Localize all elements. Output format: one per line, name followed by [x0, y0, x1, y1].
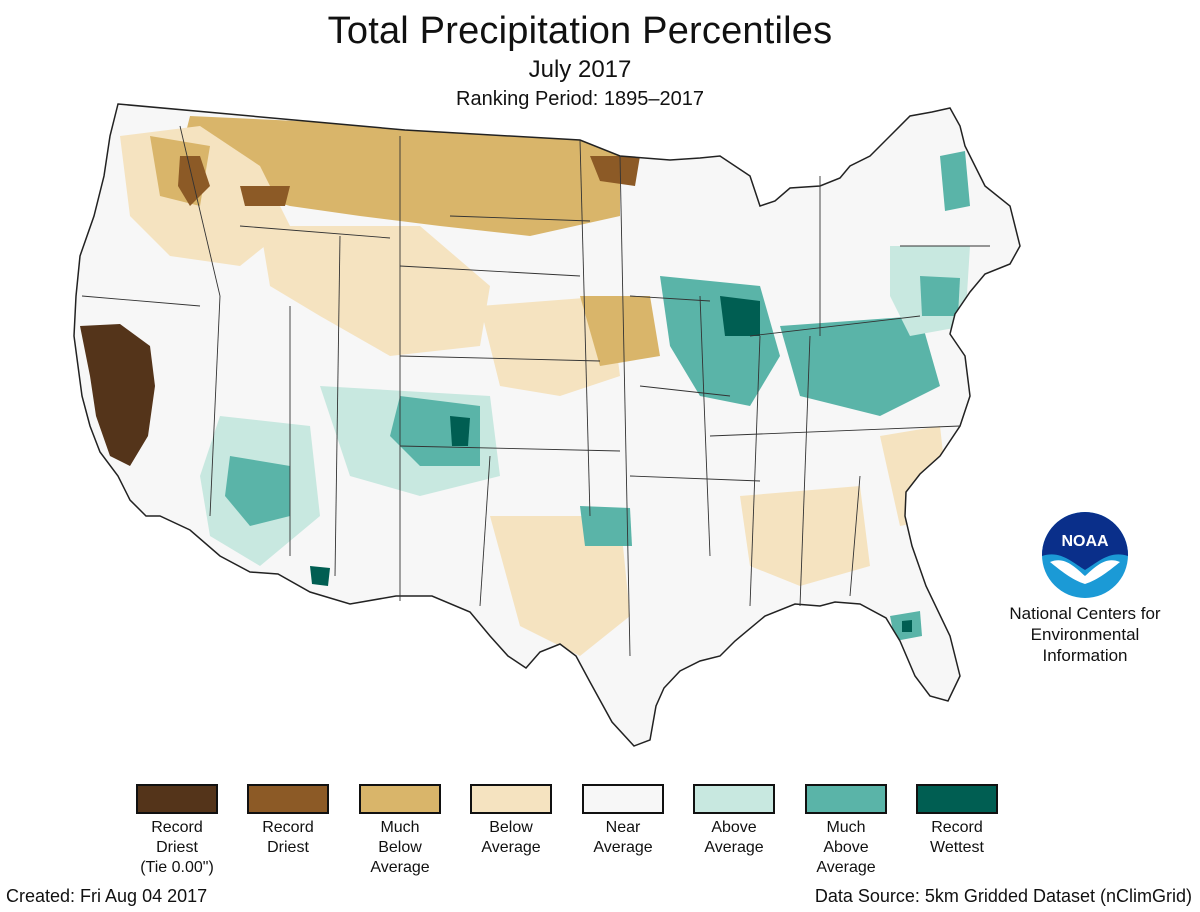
legend-swatch-much-above	[805, 784, 887, 814]
ranking-period: Ranking Period: 1895–2017	[456, 88, 704, 110]
ncei-org-name: National Centers for Environmental Infor…	[1009, 604, 1161, 665]
legend-label-much-below: Much Below Average	[370, 819, 430, 876]
created-date: Created: Fri Aug 04 2017	[6, 886, 208, 906]
legend-label-below: Below Average	[481, 819, 541, 856]
legend-swatch-record-driest	[247, 784, 329, 814]
legend-label-record-driest: Record Driest	[262, 819, 314, 856]
legend-swatch-record-driest-tie	[136, 784, 218, 814]
legend-swatch-near	[582, 784, 664, 814]
legend-swatch-below	[470, 784, 552, 814]
legend-label-record-driest-tie: Record Driest (Tie 0.00")	[140, 819, 214, 876]
legend-label-much-above: Much Above Average	[816, 819, 876, 876]
precipitation-map	[73, 103, 1021, 747]
legend-swatch-much-below	[359, 784, 441, 814]
map-subtitle: July 2017	[528, 56, 632, 83]
map-title: Total Precipitation Percentiles	[327, 10, 833, 52]
legend-label-near: Near Average	[593, 819, 653, 856]
legend-label-record-wettest: Record Wettest	[930, 819, 984, 856]
legend-label-above: Above Average	[704, 819, 764, 856]
legend-swatch-record-wettest	[916, 784, 998, 814]
data-source: Data Source: 5km Gridded Dataset (nClimG…	[814, 886, 1192, 906]
noaa-wordmark: NOAA	[1061, 533, 1109, 550]
state-boundaries	[81, 125, 990, 657]
legend-swatch-above	[693, 784, 775, 814]
noaa-logo-icon: NOAA	[1042, 512, 1128, 598]
